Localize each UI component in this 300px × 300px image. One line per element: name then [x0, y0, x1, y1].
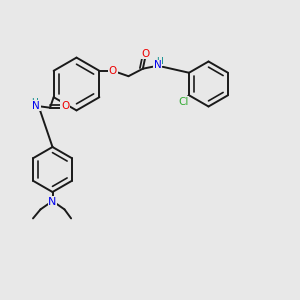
Text: O: O [109, 66, 117, 76]
Text: N: N [32, 101, 40, 111]
Text: H: H [31, 98, 38, 107]
Text: N: N [48, 197, 57, 207]
Text: O: O [142, 49, 150, 59]
Text: H: H [156, 57, 163, 66]
Text: Cl: Cl [178, 97, 189, 107]
Text: O: O [61, 101, 69, 111]
Text: N: N [154, 60, 162, 70]
